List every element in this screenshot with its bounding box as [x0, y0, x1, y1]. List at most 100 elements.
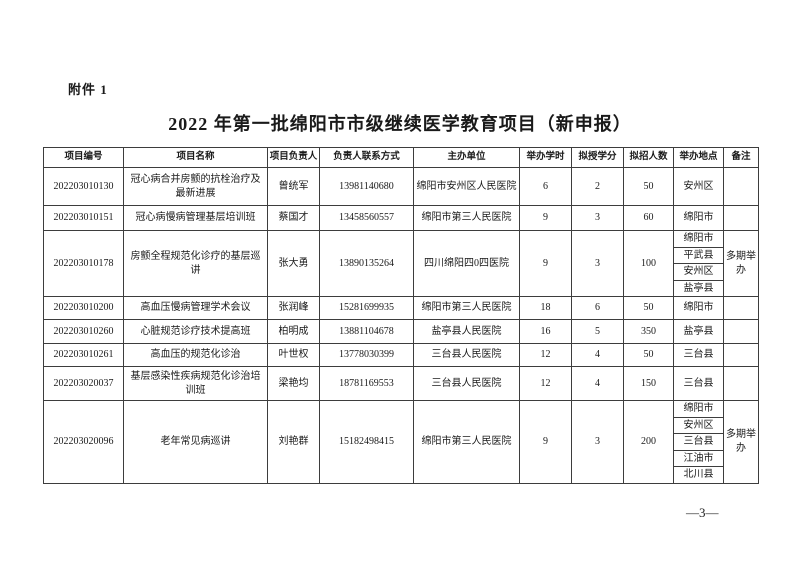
table-row: 202203010151 冠心病慢病管理基层培训班 蔡国才 1345856055…	[43, 205, 759, 231]
table-header-row: 项目编号 项目名称 项目负责人 负责人联系方式 主办单位 举办学时 拟授学分 拟…	[43, 147, 759, 168]
col-header-enrollment: 拟招人数	[623, 147, 674, 168]
cell-project-id: 202203010260	[43, 319, 124, 344]
table-row: 202203010261 高血压的规范化诊治 叶世权 13778030399 三…	[43, 343, 759, 367]
cell-hours: 9	[519, 205, 572, 231]
cell-location: 三台县	[673, 366, 724, 401]
cell-location: 安州区	[673, 416, 724, 434]
cell-location: 安州区	[673, 263, 724, 281]
cell-enrollment: 150	[623, 366, 674, 401]
cell-phone: 13881104678	[319, 319, 414, 344]
cell-enrollment: 100	[623, 230, 674, 297]
cell-leader: 曾统军	[267, 167, 320, 206]
table-row: 202203010130 冠心病合并房颤的抗栓治疗及最新进展 曾统军 13981…	[43, 167, 759, 206]
cell-phone: 15281699935	[319, 296, 414, 320]
cell-credits: 4	[571, 343, 624, 367]
cell-phone: 18781169553	[319, 366, 414, 401]
cell-credits: 3	[571, 230, 624, 297]
cell-location: 江油市	[673, 449, 724, 467]
page-number: —3—	[686, 505, 719, 520]
cell-hours: 12	[519, 343, 572, 367]
cell-hours: 6	[519, 167, 572, 206]
cell-organizer: 四川绵阳四0四医院	[413, 230, 520, 297]
cell-phone: 13981140680	[319, 167, 414, 206]
cell-location: 盐亭县	[673, 319, 724, 344]
cell-project-id: 202203020037	[43, 366, 124, 401]
cell-location: 绵阳市	[673, 400, 724, 418]
cell-location: 平武县	[673, 246, 724, 264]
table-row: 202203020096 老年常见病巡讲 刘艳群 15182498415 绵阳市…	[43, 400, 759, 484]
col-header-project-id: 项目编号	[43, 147, 124, 168]
cell-enrollment: 200	[623, 400, 674, 484]
cell-credits: 2	[571, 167, 624, 206]
cell-organizer: 盐亭县人民医院	[413, 319, 520, 344]
document-title: 2022 年第一批绵阳市市级继续医学教育项目（新申报）	[168, 114, 632, 134]
cell-enrollment: 50	[623, 167, 674, 206]
cell-credits: 3	[571, 400, 624, 484]
cell-project-name: 冠心病慢病管理基层培训班	[123, 205, 268, 231]
cell-leader: 刘艳群	[267, 400, 320, 484]
col-header-organizer: 主办单位	[413, 147, 520, 168]
col-header-project-name: 项目名称	[123, 147, 268, 168]
cell-credits: 5	[571, 319, 624, 344]
cell-location: 三台县	[673, 343, 724, 367]
cell-leader: 蔡国才	[267, 205, 320, 231]
cell-organizer: 绵阳市安州区人民医院	[413, 167, 520, 206]
cell-location: 安州区	[673, 167, 724, 206]
cell-location: 三台县	[673, 433, 724, 451]
cell-leader: 叶世权	[267, 343, 320, 367]
cell-remark	[723, 319, 759, 344]
cell-project-id: 202203010200	[43, 296, 124, 320]
cell-project-name: 心脏规范诊疗技术提高班	[123, 319, 268, 344]
attachment-label: 附件 1	[68, 82, 108, 97]
table-row: 202203020037 基层感染性疾病规范化诊治培训班 梁艳均 1878116…	[43, 366, 759, 401]
cell-organizer: 三台县人民医院	[413, 343, 520, 367]
cell-phone: 15182498415	[319, 400, 414, 484]
cell-hours: 9	[519, 230, 572, 297]
cell-remark	[723, 205, 759, 231]
cell-organizer: 绵阳市第三人民医院	[413, 400, 520, 484]
table-row: 202203010200 高血压慢病管理学术会议 张润峰 15281699935…	[43, 296, 759, 320]
cell-project-id: 202203010130	[43, 167, 124, 206]
cell-hours: 9	[519, 400, 572, 484]
cell-leader: 张大勇	[267, 230, 320, 297]
cell-location: 绵阳市	[673, 296, 724, 320]
cell-hours: 18	[519, 296, 572, 320]
cell-project-name: 高血压的规范化诊治	[123, 343, 268, 367]
cell-location: 绵阳市	[673, 205, 724, 231]
col-header-credits: 拟授学分	[571, 147, 624, 168]
col-header-leader: 项目负责人	[267, 147, 320, 168]
cell-remark: 多期举办	[723, 230, 759, 297]
cell-credits: 6	[571, 296, 624, 320]
cell-phone: 13778030399	[319, 343, 414, 367]
cell-remark	[723, 296, 759, 320]
cell-project-id: 202203010261	[43, 343, 124, 367]
col-header-phone: 负责人联系方式	[319, 147, 414, 168]
col-header-location: 举办地点	[673, 147, 724, 168]
cell-credits: 3	[571, 205, 624, 231]
cell-project-id: 202203010178	[43, 230, 124, 297]
table-subrow: 北川县	[44, 466, 759, 484]
cell-project-name: 基层感染性疾病规范化诊治培训班	[123, 366, 268, 401]
cell-leader: 柏明成	[267, 319, 320, 344]
cell-project-id: 202203020096	[43, 400, 124, 484]
cell-organizer: 三台县人民医院	[413, 366, 520, 401]
cell-hours: 12	[519, 366, 572, 401]
cell-enrollment: 60	[623, 205, 674, 231]
cell-phone: 13890135264	[319, 230, 414, 297]
cell-remark	[723, 167, 759, 206]
col-header-remark: 备注	[723, 147, 759, 168]
cell-project-name: 房颤全程规范化诊疗的基层巡讲	[123, 230, 268, 297]
cell-credits: 4	[571, 366, 624, 401]
cell-organizer: 绵阳市第三人民医院	[413, 296, 520, 320]
cell-project-name: 冠心病合并房颤的抗栓治疗及最新进展	[123, 167, 268, 206]
cell-location: 北川县	[673, 466, 724, 484]
cell-enrollment: 350	[623, 319, 674, 344]
cell-location: 盐亭县	[673, 279, 724, 297]
cell-remark	[723, 343, 759, 367]
table-row: 202203010178 房颤全程规范化诊疗的基层巡讲 张大勇 13890135…	[43, 230, 759, 297]
cell-leader: 梁艳均	[267, 366, 320, 401]
cell-project-id: 202203010151	[43, 205, 124, 231]
cell-enrollment: 50	[623, 343, 674, 367]
cell-leader: 张润峰	[267, 296, 320, 320]
